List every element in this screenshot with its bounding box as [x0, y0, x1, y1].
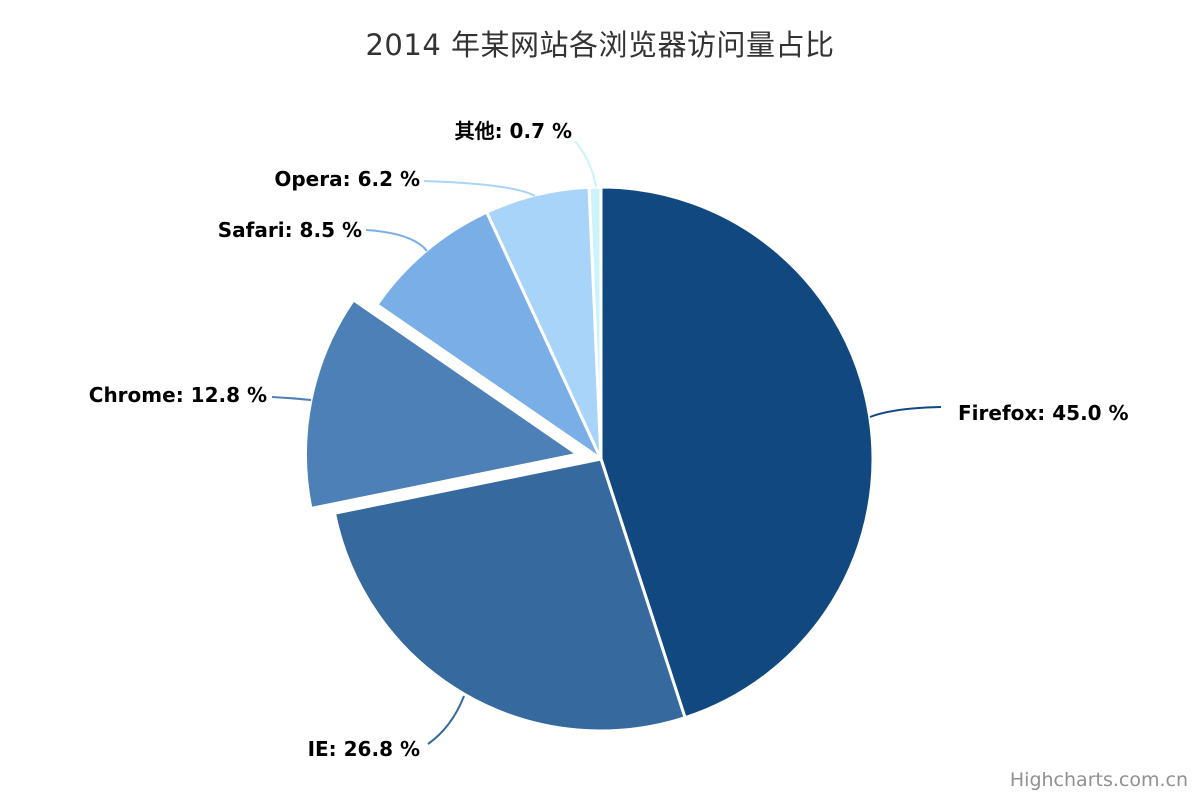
slice-label-opera: Opera: 6.2 % [274, 167, 420, 191]
label-connector-firefox [869, 406, 942, 418]
chart-title: 2014 年某网站各浏览器访问量占比 [365, 28, 835, 62]
pie-series [303, 185, 875, 733]
credits-link[interactable]: Highcharts.com.cn [1009, 769, 1188, 791]
connector-lines [271, 140, 942, 745]
slice-label-ie: IE: 26.8 % [307, 737, 420, 761]
label-connector-other [574, 140, 597, 188]
label-connector-opera [423, 180, 536, 197]
pie-slice-safari[interactable] [375, 210, 603, 461]
label-connector-safari [365, 229, 428, 252]
slice-label-safari: Safari: 8.5 % [217, 218, 362, 242]
label-connector-ie [427, 695, 465, 745]
slice-label-firefox: Firefox: 45.0 % [958, 401, 1129, 425]
pie-slice-ie[interactable] [332, 457, 687, 733]
label-connector-chrome [271, 396, 312, 401]
slice-label-chrome: Chrome: 12.8 % [88, 383, 267, 407]
slice-label-other: 其他: 0.7 % [454, 119, 572, 143]
pie-slice-firefox[interactable] [599, 185, 875, 720]
